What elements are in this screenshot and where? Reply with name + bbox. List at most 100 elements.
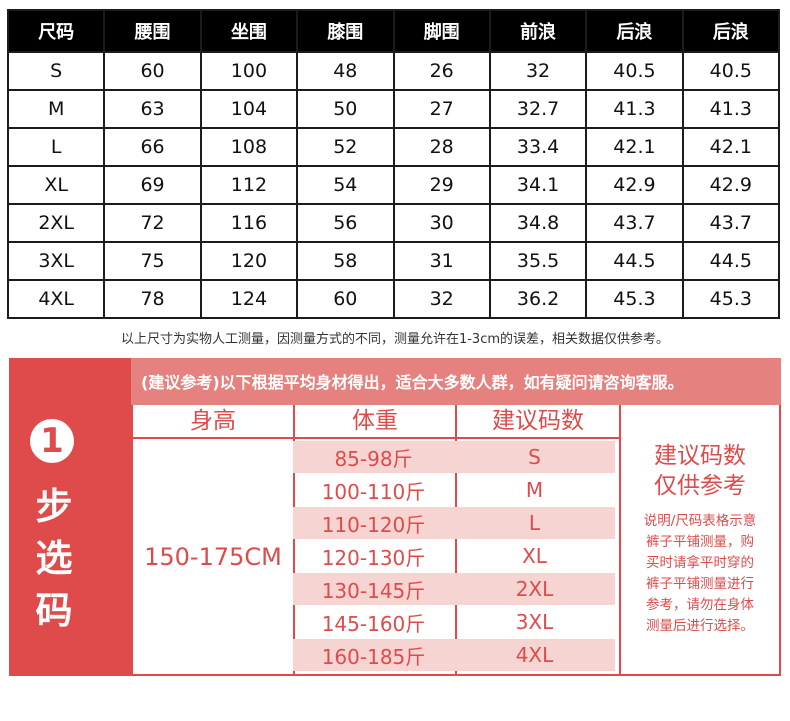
- table-row: 2XL 72 116 56 30 34.8 43.7 43.7: [6, 203, 781, 243]
- table-row: XL 69 112 54 29 34.1 42.9 42.9: [6, 165, 781, 205]
- divider: [293, 405, 295, 676]
- size-label-cell: L: [6, 127, 106, 167]
- recommended-size: 2XL: [515, 577, 554, 601]
- recommended-size: S: [528, 445, 541, 469]
- table-row: L 66 108 52 28 33.4 42.1 42.1: [6, 127, 781, 167]
- weight-range: 160-185斤: [321, 644, 426, 669]
- header-cell-knee: 膝围: [296, 9, 395, 53]
- measurement-cell: 40.5: [585, 51, 684, 91]
- weight-range: 145-160斤: [321, 611, 426, 636]
- measurement-cell: 26: [392, 51, 491, 91]
- size-label-cell: XL: [6, 165, 106, 205]
- measurement-cell: 54: [296, 165, 395, 205]
- measurement-cell: 32: [392, 279, 491, 319]
- size-label-cell: S: [6, 51, 106, 91]
- measurement-cell: 48: [296, 51, 395, 91]
- table-row: 4XL 78 124 60 32 36.2 45.3 45.3: [6, 279, 781, 319]
- advice-title-line: 仅供参考: [654, 473, 746, 499]
- measurement-cell: 32: [488, 51, 588, 91]
- measurement-cell: 40.5: [681, 51, 781, 91]
- measurement-cell: 66: [103, 127, 202, 167]
- column-header-height: 身高: [190, 408, 236, 434]
- measurement-cell: 112: [199, 165, 299, 205]
- weight-range: 120-130斤: [321, 545, 426, 570]
- measurement-cell: 36.2: [488, 279, 588, 319]
- step-word-3: 码: [35, 589, 73, 632]
- header-cell-back-rise-2: 后浪: [681, 9, 781, 53]
- divider: [131, 437, 621, 439]
- measurement-cell: 60: [296, 279, 395, 319]
- measurement-cell: 44.5: [681, 241, 781, 281]
- measurement-cell: 45.3: [585, 279, 684, 319]
- weight-range: 85-98斤: [334, 446, 413, 471]
- measurement-cell: 120: [199, 241, 299, 281]
- measurement-cell: 33.4: [488, 127, 588, 167]
- column-header-weight: 体重: [352, 408, 398, 434]
- list-item: 130-145斤 2XL: [293, 573, 615, 605]
- advice-line: 测量后进行选择。: [646, 618, 754, 634]
- size-label-cell: 2XL: [6, 203, 106, 243]
- height-range: 150-175CM: [144, 542, 282, 571]
- table-row: S 60 100 48 26 32 40.5 40.5: [6, 51, 781, 91]
- measurement-cell: 32.7: [488, 89, 588, 129]
- measurement-cell: 78: [103, 279, 202, 319]
- measurement-cell: 45.3: [681, 279, 781, 319]
- measurement-cell: 34.1: [488, 165, 588, 205]
- measurement-cell: 50: [296, 89, 395, 129]
- measurement-cell: 31: [392, 241, 491, 281]
- measurement-cell: 56: [296, 203, 395, 243]
- divider: [455, 405, 457, 676]
- size-table: 尺码 腰围 坐围 膝围 脚围 前浪 后浪 后浪 S 60 100 48 26 32 40.5…: [6, 9, 781, 319]
- list-item: 110-120斤 L: [293, 507, 615, 539]
- weight-size-list: 85-98斤 S 100-110斤 M 110-120斤 L 120-130斤 XL 130-1…: [293, 441, 615, 672]
- column-header-size: 建议码数: [492, 408, 584, 434]
- recommended-size: XL: [522, 544, 547, 568]
- advice-line: 参考，请勿在身体: [646, 597, 754, 613]
- recommended-size: M: [525, 478, 544, 502]
- advice-panel: 建议码数 仅供参考 说明/尺码表格示意 裤子平铺测量，购 买时请拿平时穿的 裤子平铺测…: [621, 405, 779, 676]
- header-cell-waist: 腰围: [103, 9, 202, 53]
- measurement-cell: 42.9: [585, 165, 684, 205]
- measurement-cell: 43.7: [681, 203, 781, 243]
- weight-range: 100-110斤: [321, 479, 426, 504]
- table-row: M 63 104 50 27 32.7 41.3 41.3: [6, 89, 781, 129]
- table-row: 3XL 75 120 58 31 35.5 44.5 44.5: [6, 241, 781, 281]
- list-item: 145-160斤 3XL: [293, 606, 615, 638]
- recommended-size: L: [528, 511, 541, 535]
- measurement-cell: 29: [392, 165, 491, 205]
- size-table-header-row: 尺码 腰围 坐围 膝围 脚围 前浪 后浪 后浪: [6, 9, 781, 53]
- divider: [619, 405, 621, 676]
- header-cell-leg-opening: 脚围: [392, 9, 491, 53]
- header-cell-front-rise: 前浪: [488, 9, 588, 53]
- measurement-cell: 52: [296, 127, 395, 167]
- weight-range: 130-145斤: [321, 578, 426, 603]
- advice-line: 裤子平铺测量进行: [646, 576, 754, 592]
- list-item: 100-110斤 M: [293, 474, 615, 506]
- size-label-cell: 3XL: [6, 241, 106, 281]
- measurement-cell: 44.5: [585, 241, 684, 281]
- step-panel: 1 步 选 码: [9, 358, 131, 676]
- measurement-cell: 63: [103, 89, 202, 129]
- measurement-cell: 58: [296, 241, 395, 281]
- measurement-cell: 60: [103, 51, 202, 91]
- recommended-size: 3XL: [515, 610, 554, 634]
- measurement-cell: 28: [392, 127, 491, 167]
- advice-title-line: 建议码数: [654, 443, 746, 469]
- list-item: 160-185斤 4XL: [293, 639, 615, 671]
- measurement-cell: 43.7: [585, 203, 684, 243]
- measurement-cell: 72: [103, 203, 202, 243]
- measurement-cell: 42.1: [681, 127, 781, 167]
- advice-line: 说明/尺码表格示意: [643, 513, 757, 529]
- measurement-cell: 124: [199, 279, 299, 319]
- size-label-cell: M: [6, 89, 106, 129]
- measurement-cell: 104: [199, 89, 299, 129]
- size-table-body: S 60 100 48 26 32 40.5 40.5 M 63 104 50 27 32.7 41.3 41…: [6, 51, 781, 319]
- guide-banner: (建议参考)以下根据平均身材得出，适合大多数人群，如有疑问请咨询客服。: [131, 358, 781, 405]
- measurement-cell: 116: [199, 203, 299, 243]
- recommended-size: 4XL: [515, 643, 554, 667]
- advice-line: 裤子平铺测量，购: [646, 534, 754, 550]
- advice-line: 买时请拿平时穿的: [646, 555, 754, 571]
- measurement-cell: 34.8: [488, 203, 588, 243]
- header-cell-back-rise: 后浪: [585, 9, 684, 53]
- step-word-1: 步: [35, 485, 73, 528]
